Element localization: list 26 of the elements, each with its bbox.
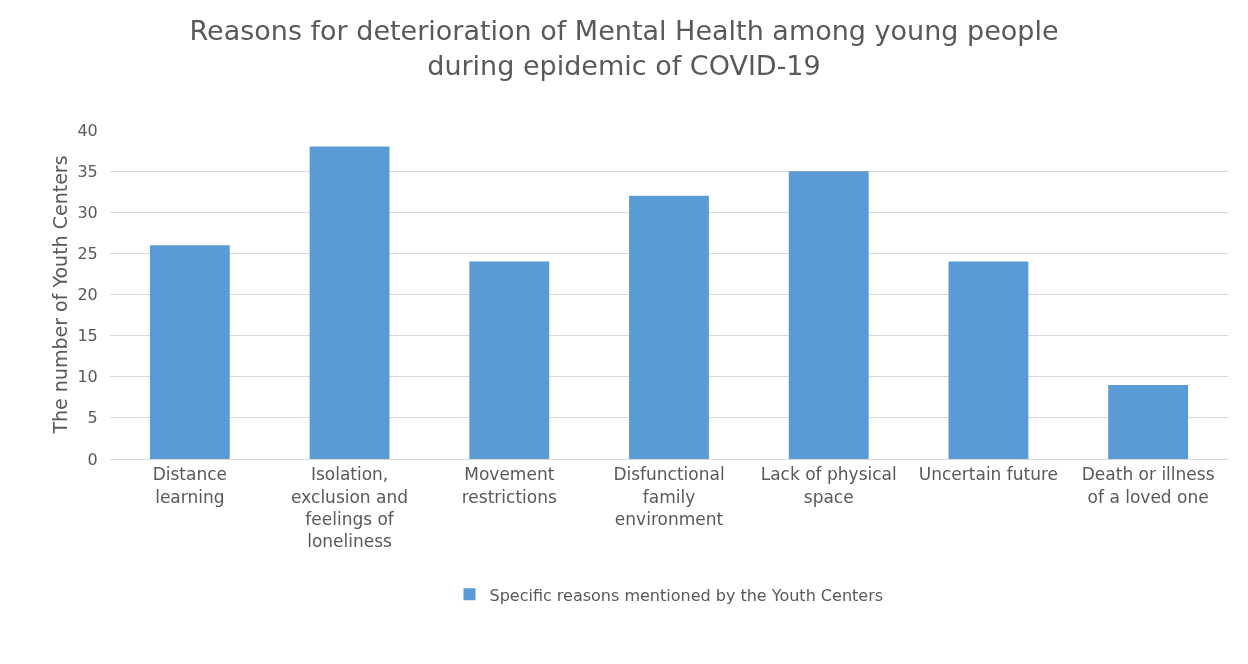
bar: [309, 146, 390, 459]
y-tick-label: 15: [77, 326, 98, 346]
y-tick-label: 25: [77, 243, 98, 263]
y-tick-label: 0: [87, 449, 98, 469]
x-tick-label: Movement restrictions: [461, 464, 557, 507]
y-tick-label: 5: [87, 408, 98, 428]
bar: [788, 171, 869, 459]
x-tick-label: Uncertain future: [918, 464, 1059, 485]
bar: [469, 261, 550, 459]
x-tick-label: Lack of physical space: [760, 464, 897, 507]
x-tick-label: Isolation, exclusion and feelings of loneliness: [291, 464, 409, 551]
y-tick-label: 30: [77, 202, 98, 222]
y-tick-label: 40: [77, 120, 98, 140]
x-tick-label: Distance learning: [152, 464, 228, 507]
y-axis-title: The number of Youth Centers: [49, 155, 72, 435]
y-tick-label: 10: [77, 367, 98, 387]
legend-label: Specific reasons mentioned by the Youth Centers: [489, 585, 884, 605]
bar: [1108, 384, 1189, 459]
x-tick-label: Death or illness of a loved one: [1081, 464, 1215, 507]
chart-title: Reasons for deterioration of Mental Health among young people during epidemic of COVID-19: [189, 14, 1059, 81]
x-tick-label: Disfunctional family environment: [613, 464, 725, 529]
bar: [149, 245, 230, 459]
bar: [629, 195, 709, 459]
y-tick-label: 35: [77, 161, 98, 181]
bar: [948, 261, 1029, 459]
y-tick-label: 20: [77, 285, 98, 305]
